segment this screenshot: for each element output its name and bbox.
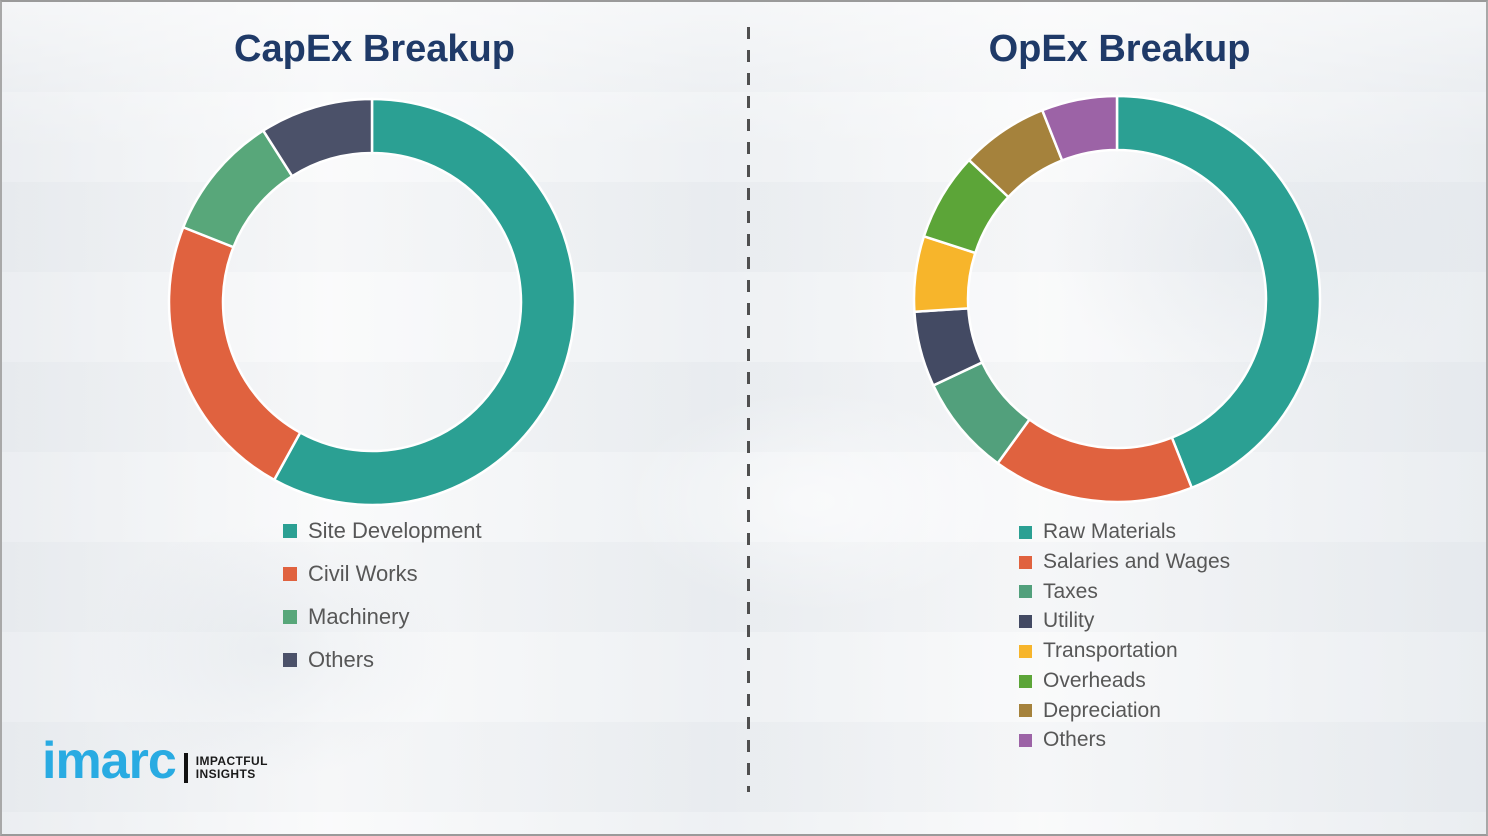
logo-divider-bar: [183, 753, 188, 783]
capex-legend-item-machinery: Machinery: [283, 604, 482, 630]
opex-donut-chart: [912, 94, 1322, 504]
capex-legend-item-others: Others: [283, 647, 482, 673]
legend-swatch-icon: [1019, 734, 1032, 748]
legend-label: Civil Works: [308, 560, 418, 586]
opex-legend-item-salaries-and-wages: Salaries and Wages: [1019, 550, 1230, 575]
capex-segment-site-development: [272, 97, 577, 507]
opex-legend-item-utility: Utility: [1019, 609, 1230, 634]
capex-segment-civil-works: [167, 225, 302, 482]
opex-legend-item-others: Others: [1019, 728, 1230, 753]
opex-legend: Raw Materials Salaries and Wages Taxes Util…: [1019, 520, 1230, 758]
legend-swatch-icon: [1019, 644, 1032, 658]
logo-tagline-line2: INSIGHTS: [195, 766, 256, 781]
opex-legend-item-taxes: Taxes: [1019, 580, 1230, 605]
legend-label: Utility: [1043, 609, 1095, 633]
legend-swatch-icon: [1019, 555, 1032, 569]
legend-label: Transportation: [1043, 639, 1178, 663]
opex-legend-item-transportation: Transportation: [1019, 639, 1230, 664]
legend-label: Salaries and Wages: [1043, 549, 1231, 573]
capex-donut-chart: [167, 97, 577, 507]
opex-segment-salaries-and-wages: [995, 417, 1194, 504]
legend-label: Overheads: [1043, 668, 1146, 692]
capex-legend: Site Development Civil Works Machinery Othe…: [283, 518, 482, 690]
legend-swatch-icon: [1019, 585, 1032, 599]
legend-label: Others: [1043, 728, 1107, 752]
legend-swatch-icon: [1019, 525, 1032, 539]
panel-divider-dashed-line: [747, 27, 750, 792]
capex-chart-title: CapEx Breakup: [234, 28, 515, 70]
legend-label: Others: [308, 646, 375, 672]
capex-legend-item-site-development: Site Development: [283, 518, 482, 544]
opex-segment-raw-materials: [1115, 94, 1322, 490]
legend-swatch-icon: [1019, 615, 1032, 629]
legend-swatch-icon: [283, 609, 297, 624]
legend-swatch-icon: [283, 566, 297, 581]
legend-label: Machinery: [308, 603, 410, 629]
legend-label: Taxes: [1043, 579, 1098, 603]
imarc-logo-text: imarc: [42, 732, 177, 790]
opex-legend-item-overheads: Overheads: [1019, 669, 1230, 694]
logo-tagline: IMPACTFUL INSIGHTS: [195, 753, 268, 781]
legend-swatch-icon: [283, 523, 297, 538]
capex-segment-others: [261, 97, 374, 178]
opex-legend-item-depreciation: Depreciation: [1019, 699, 1230, 724]
legend-label: Site Development: [308, 518, 482, 543]
opex-segment-others: [1040, 94, 1119, 163]
legend-swatch-icon: [283, 652, 297, 667]
opex-legend-item-raw-materials: Raw Materials: [1019, 520, 1230, 545]
capex-legend-item-civil-works: Civil Works: [283, 561, 482, 587]
legend-swatch-icon: [1019, 704, 1032, 718]
legend-label: Depreciation: [1043, 698, 1161, 722]
legend-label: Raw Materials: [1043, 520, 1177, 543]
opex-chart-title: OpEx Breakup: [988, 28, 1251, 70]
imarc-logo: imarc IMPACTFUL INSIGHTS: [42, 735, 268, 787]
logo-tagline-line1: IMPACTFUL: [195, 753, 268, 768]
legend-swatch-icon: [1019, 674, 1032, 688]
